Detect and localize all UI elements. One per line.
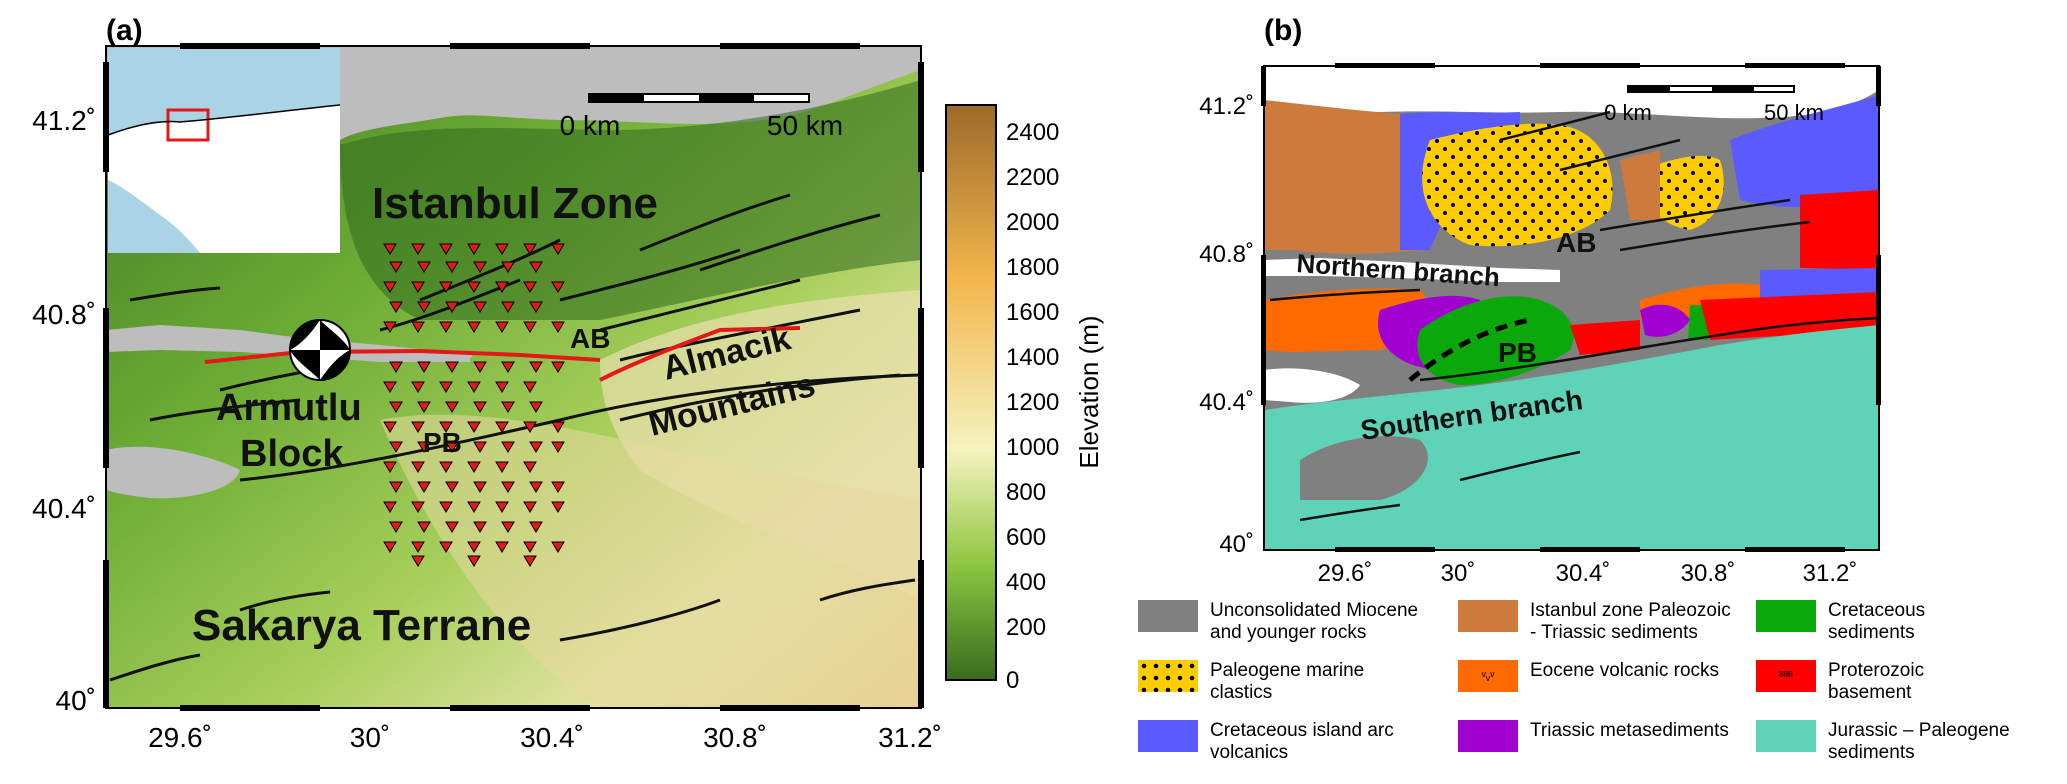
- scale-bar-a: [588, 93, 810, 103]
- lon-tick-b-2: 30.4˚: [1556, 560, 1611, 587]
- legend-item-paleogene-clastics: Paleogene marine clastics: [1138, 660, 1364, 704]
- station-triangles: [383, 243, 565, 567]
- legend-item-jurassic: Jurassic – Paleogene sediments: [1756, 720, 2010, 764]
- cb-tick-4: 1600: [1006, 299, 1059, 326]
- inset-map: [107, 48, 341, 253]
- cb-tick-10: 400: [1006, 569, 1046, 596]
- lon-tick-b-1: 30˚: [1441, 560, 1476, 587]
- legend-label-eocene-volcanic: Eocene volcanic rocks: [1530, 660, 1720, 681]
- cb-tick-8: 800: [1006, 479, 1046, 506]
- legend-label-jurassic: Jurassic – Paleogene sediments: [1828, 720, 2010, 763]
- cb-tick-3: 1800: [1006, 254, 1059, 281]
- colorbar-title: Elevation (m): [1074, 315, 1104, 468]
- lat-tick-a-3: 40˚: [56, 685, 96, 716]
- cb-tick-12: 0: [1006, 667, 1019, 694]
- lat-tick-b-0: 41.2˚: [1199, 93, 1254, 120]
- legend-swatch-eocene-volcanic: ᵛᵥᵛ: [1458, 660, 1518, 692]
- legend-swatch-miocene: [1138, 600, 1198, 632]
- legend-item-cretaceous-sediments: Cretaceous sediments: [1756, 600, 1925, 644]
- legend-item-island-arc: Cretaceous island arc volcanics: [1138, 720, 1394, 764]
- legend-item-triassic: Triassic metasediments: [1458, 720, 1729, 752]
- lon-tick-a-3: 30.8˚: [703, 722, 767, 753]
- legend-label-triassic: Triassic metasediments: [1530, 720, 1729, 741]
- lat-tick-a-1: 40.8˚: [32, 299, 96, 330]
- lon-tick-b-0: 29.6˚: [1318, 560, 1373, 587]
- scale-b-end: 50 km: [1764, 100, 1824, 125]
- scale-b-start: 0 km: [1604, 100, 1652, 125]
- legend-item-eocene-volcanic: ᵛᵥᵛ Eocene volcanic rocks: [1458, 660, 1719, 692]
- cb-tick-1: 2200: [1006, 164, 1059, 191]
- colorbar-ticks: 2400 2200 2000 1800 1600 1400 1200 1000 …: [1006, 119, 1059, 694]
- cb-tick-9: 600: [1006, 524, 1046, 551]
- legend-swatch-cretaceous-sediments: [1756, 600, 1816, 632]
- cb-tick-5: 1400: [1006, 344, 1059, 371]
- label-pb-b: PB: [1498, 337, 1537, 368]
- focal-mechanism-icon: [289, 319, 351, 381]
- scale-bar-b: [1627, 85, 1795, 93]
- lat-tick-b-1: 40.8˚: [1199, 241, 1254, 268]
- legend-label-cretaceous-sediments: Cretaceous sediments: [1828, 600, 1926, 643]
- lon-tick-a-2: 30.4˚: [520, 722, 584, 753]
- legend-swatch-island-arc: [1138, 720, 1198, 752]
- legend-label-miocene: Unconsolidated Miocene and younger rocks: [1210, 600, 1419, 643]
- legend-label-proterozoic: Proterozoic basement: [1828, 660, 1925, 703]
- legend-swatch-jurassic: [1756, 720, 1816, 752]
- panel-a-map: [105, 45, 922, 709]
- elevation-colorbar: [945, 104, 997, 681]
- lat-tick-a-0: 41.2˚: [32, 105, 96, 136]
- lon-tick-b-3: 30.8˚: [1681, 560, 1736, 587]
- label-ab-a: AB: [570, 323, 610, 354]
- inset-highlight-box: [166, 108, 210, 142]
- legend-label-istanbul-paleozoic: Istanbul zone Paleozoic - Triassic sedim…: [1530, 600, 1731, 643]
- lat-tick-b-3: 40˚: [1219, 531, 1254, 558]
- legend-item-istanbul-paleozoic: Istanbul zone Paleozoic - Triassic sedim…: [1458, 600, 1731, 644]
- scale-a-end: 50 km: [767, 110, 843, 141]
- legend-swatch-proterozoic: ᴮᴮᴮ: [1756, 660, 1816, 692]
- lon-tick-a-0: 29.6˚: [148, 722, 212, 753]
- lat-tick-a-2: 40.4˚: [32, 493, 96, 524]
- label-armutlu: Armutlu: [216, 387, 362, 429]
- label-istanbul-zone: Istanbul Zone: [372, 179, 658, 228]
- panel-a-label: (a): [106, 14, 143, 47]
- legend-item-miocene: Unconsolidated Miocene and younger rocks: [1138, 600, 1418, 644]
- panel-b-label: (b): [1264, 14, 1302, 47]
- cb-tick-6: 1200: [1006, 389, 1059, 416]
- label-pb-a: PB: [423, 427, 462, 458]
- legend-swatch-paleogene-clastics: [1138, 660, 1198, 692]
- legend-label-island-arc: Cretaceous island arc volcanics: [1210, 720, 1394, 763]
- lat-tick-b-2: 40.4˚: [1199, 389, 1254, 416]
- legend-swatch-istanbul-paleozoic: [1458, 600, 1518, 632]
- lon-tick-a-1: 30˚: [350, 722, 390, 753]
- legend-item-proterozoic: ᴮᴮᴮ Proterozoic basement: [1756, 660, 1924, 704]
- cb-tick-7: 1000: [1006, 434, 1059, 461]
- cb-tick-2: 2000: [1006, 209, 1059, 236]
- scale-a-start: 0 km: [560, 110, 621, 141]
- panel-b-frame: [1261, 63, 1881, 552]
- lon-tick-b-4: 31.2˚: [1803, 560, 1858, 587]
- legend-label-paleogene-clastics: Paleogene marine clastics: [1210, 660, 1365, 703]
- label-sakarya: Sakarya Terrane: [192, 601, 531, 650]
- cb-tick-0: 2400: [1006, 119, 1059, 146]
- cb-tick-11: 200: [1006, 614, 1046, 641]
- panel-a-frame: [103, 43, 924, 711]
- lon-tick-a-4: 31.2˚: [878, 722, 942, 753]
- label-ab-b: AB: [1556, 227, 1596, 258]
- legend-swatch-triassic: [1458, 720, 1518, 752]
- label-block: Block: [240, 433, 344, 475]
